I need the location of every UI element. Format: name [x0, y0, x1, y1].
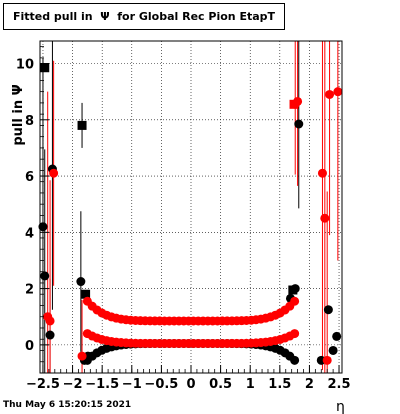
data-markers — [38, 63, 343, 365]
data-point-square — [77, 120, 87, 130]
x-tick-label: −1.5 — [85, 377, 119, 392]
data-point — [40, 271, 50, 281]
data-point — [77, 351, 87, 361]
data-point-square — [289, 99, 299, 109]
data-point — [290, 284, 300, 294]
data-point-square — [81, 289, 91, 299]
x-tick-label: 1.5 — [268, 377, 291, 392]
x-tick-label: 0 — [186, 377, 195, 392]
data-point — [49, 168, 59, 178]
chart-title: Fitted pull in Ψ for Global Rec Pion Eta… — [3, 3, 285, 30]
data-point — [332, 331, 342, 341]
axis-ticks: −2.5 −2 −1.5 −1 −0.5 0 0.5 1 1.5 2 2.5 0 2 4 6 8 10 — [16, 46, 351, 392]
y-tick-label: 8 — [25, 114, 34, 129]
data-point — [294, 119, 304, 129]
data-point — [45, 316, 55, 326]
x-axis-label: η — [336, 399, 345, 414]
x-tick-label: 2 — [305, 377, 314, 392]
x-tick-label: −1 — [122, 377, 142, 392]
data-point — [76, 277, 86, 287]
data-point — [317, 168, 327, 178]
x-tick-label: 0.5 — [209, 377, 232, 392]
data-point — [322, 355, 332, 365]
y-tick-label: 4 — [25, 226, 34, 241]
band-point — [290, 355, 300, 365]
data-point — [328, 345, 338, 355]
data-point — [320, 213, 330, 223]
data-point-square — [40, 63, 50, 73]
band-point — [290, 296, 300, 306]
x-tick-label: 2.5 — [328, 377, 351, 392]
x-tick-label: −2 — [63, 377, 83, 392]
data-point — [333, 87, 343, 97]
timestamp: Thu May 6 15:20:15 2021 — [3, 400, 132, 410]
x-tick-label: 1 — [246, 377, 255, 392]
y-tick-label: 6 — [25, 170, 34, 185]
data-point — [323, 305, 333, 315]
y-tick-label: 0 — [25, 339, 34, 354]
band-point — [290, 329, 300, 339]
x-tick-label: −2.5 — [26, 377, 60, 392]
y-axis-label: pull in Ψ — [11, 84, 26, 145]
y-tick-label: 10 — [16, 58, 34, 73]
data-point — [45, 330, 55, 340]
data-point — [325, 89, 335, 99]
x-tick-label: −0.5 — [144, 377, 178, 392]
y-tick-label: 2 — [25, 283, 34, 298]
